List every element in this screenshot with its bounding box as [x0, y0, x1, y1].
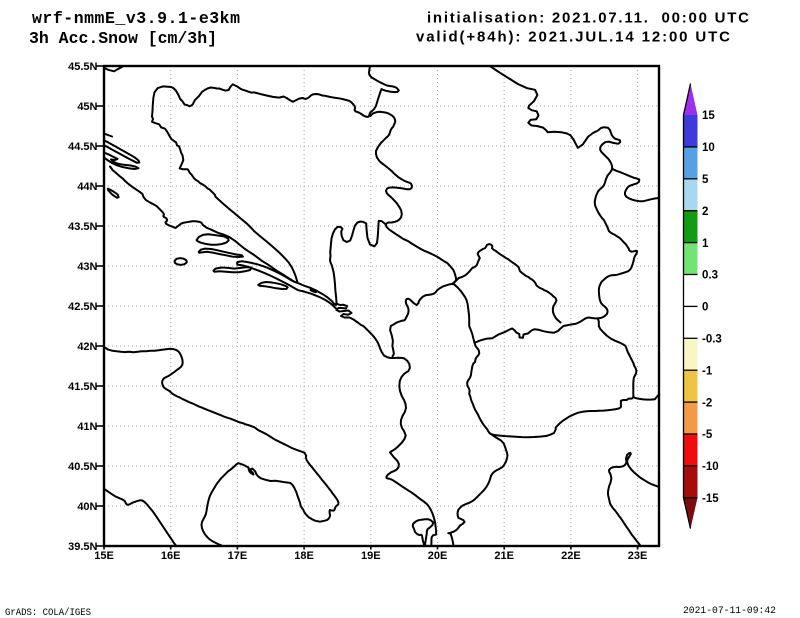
svg-text:43.5N: 43.5N: [68, 221, 97, 233]
svg-text:44.5N: 44.5N: [68, 141, 97, 153]
svg-text:45.5N: 45.5N: [68, 61, 97, 73]
svg-text:21E: 21E: [494, 550, 514, 562]
svg-text:39.5N: 39.5N: [68, 541, 97, 553]
svg-text:42N: 42N: [77, 341, 97, 353]
svg-text:20E: 20E: [428, 550, 448, 562]
svg-text:41.5N: 41.5N: [68, 381, 97, 393]
svg-text:5: 5: [702, 174, 709, 186]
svg-text:45N: 45N: [77, 101, 97, 113]
svg-text:19E: 19E: [361, 550, 381, 562]
svg-text:wrf-nmmE_v3.9.1-e3km: wrf-nmmE_v3.9.1-e3km: [32, 9, 240, 28]
svg-text:16E: 16E: [161, 550, 181, 562]
svg-text:23E: 23E: [628, 550, 648, 562]
svg-text:3h Acc.Snow [cm/3h]: 3h Acc.Snow [cm/3h]: [29, 29, 217, 48]
svg-text:-2: -2: [702, 397, 712, 409]
svg-text:0: 0: [702, 302, 708, 314]
svg-text:15: 15: [702, 110, 715, 122]
svg-text:18E: 18E: [294, 550, 314, 562]
svg-text:-1: -1: [702, 365, 713, 377]
svg-text:15E: 15E: [94, 550, 114, 562]
svg-text:44N: 44N: [77, 181, 97, 193]
svg-text:-5: -5: [702, 429, 713, 441]
svg-text:40N: 40N: [77, 501, 97, 513]
svg-text:41N: 41N: [77, 421, 97, 433]
svg-text:17E: 17E: [228, 550, 248, 562]
svg-text:42.5N: 42.5N: [68, 301, 97, 313]
svg-text:-15: -15: [702, 493, 719, 505]
svg-text:valid(+84h): 2021.JUL.14 12:00: valid(+84h): 2021.JUL.14 12:00 UTC: [416, 29, 730, 46]
svg-text:GrADS: COLA/IGES: GrADS: COLA/IGES: [5, 607, 91, 618]
svg-text:10: 10: [702, 142, 715, 154]
svg-text:-0.3: -0.3: [702, 334, 722, 346]
svg-text:43N: 43N: [77, 261, 97, 273]
svg-text:2021-07-11-09:42: 2021-07-11-09:42: [683, 605, 776, 617]
svg-text:22E: 22E: [561, 550, 581, 562]
svg-text:1: 1: [702, 238, 709, 250]
svg-text:-10: -10: [702, 461, 719, 473]
svg-text:0.3: 0.3: [702, 270, 718, 282]
svg-text:40.5N: 40.5N: [68, 461, 97, 473]
svg-text:initialisation: 2021.07.11. 0: initialisation: 2021.07.11. 00:00 UTC: [427, 10, 749, 27]
svg-text:2: 2: [702, 206, 708, 218]
